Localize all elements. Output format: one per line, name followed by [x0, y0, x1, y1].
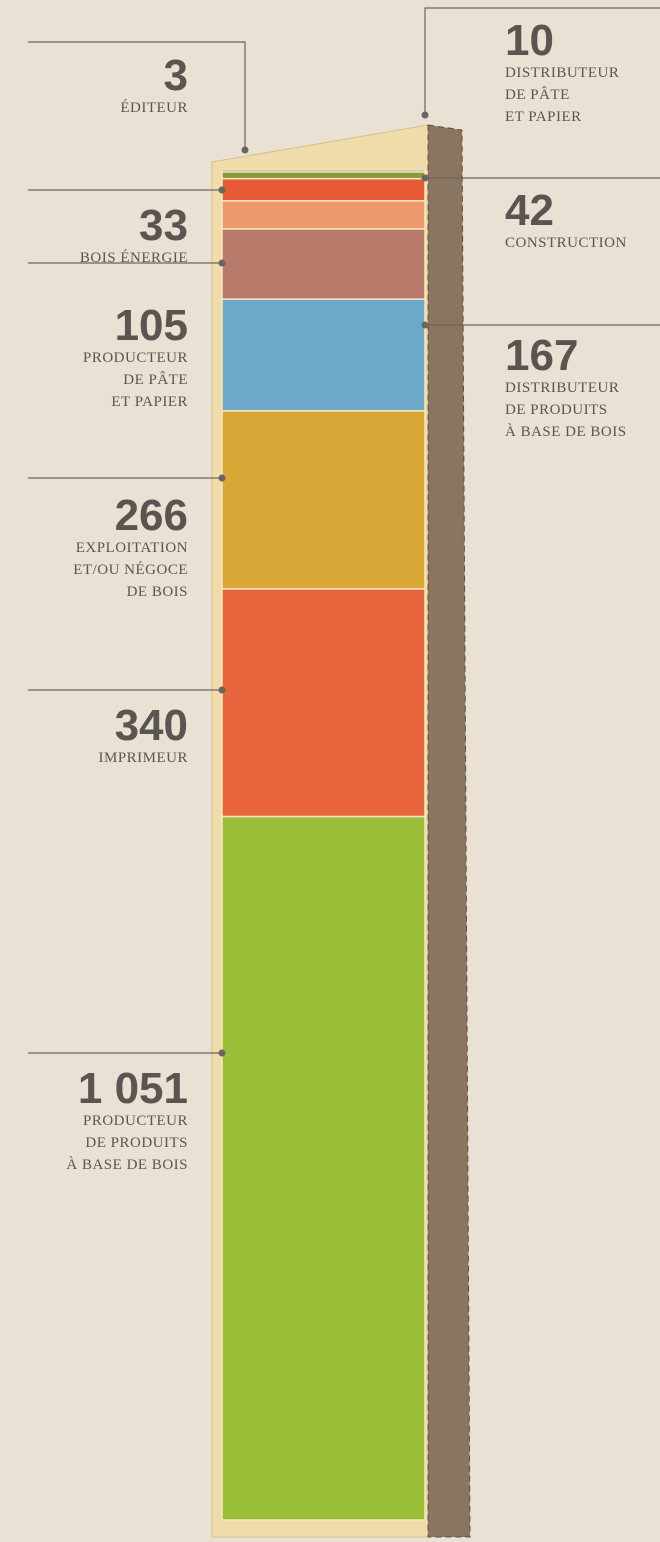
category-label: IMPRIMEUR [98, 750, 188, 766]
leader-line [28, 41, 246, 150]
label: 10 DISTRIBUTEUR DE PÂTE ET PAPIER [505, 16, 620, 128]
segment [221, 298, 426, 412]
category-label: BOIS ÉNERGIE [79, 250, 188, 266]
leader-dot [218, 259, 226, 267]
category-label: PRODUCTEUR DE PRODUITS À BASE DE BOIS [66, 1113, 188, 1173]
category-label: CONSTRUCTION [505, 235, 627, 251]
value-label: 1 051 [77, 1064, 188, 1113]
leader-dot [218, 686, 226, 694]
value-label: 3 [163, 51, 188, 100]
segment [221, 200, 426, 230]
segment [221, 410, 426, 590]
segment [221, 171, 426, 180]
bark [427, 124, 471, 1538]
label: 42 CONSTRUCTION [505, 186, 627, 254]
leader-dot [218, 1049, 226, 1057]
segment [221, 177, 426, 202]
value-label: 42 [505, 186, 554, 235]
value-label: 10 [505, 16, 554, 65]
leader-dot [241, 146, 249, 154]
value-label: 340 [114, 701, 188, 750]
leader-dot [218, 474, 226, 482]
leader-dot [421, 321, 429, 329]
segment [221, 815, 426, 1521]
segment [221, 228, 426, 300]
value-label: 105 [114, 301, 188, 350]
leader-dot [421, 174, 429, 182]
value-label: 167 [505, 331, 579, 380]
label: 266 EXPLOITATION ET/OU NÉGOCE DE BOIS [73, 491, 188, 603]
label: 3 ÉDITEUR [120, 51, 188, 119]
category-label: DISTRIBUTEUR DE PRODUITS À BASE DE BOIS [505, 380, 627, 440]
value-label: 266 [114, 491, 188, 540]
segment [221, 588, 426, 818]
label: 33 BOIS ÉNERGIE [79, 201, 188, 269]
label: 1 051 PRODUCTEUR DE PRODUITS À BASE DE BO… [66, 1064, 188, 1176]
label: 340 IMPRIMEUR [98, 701, 188, 769]
category-label: PRODUCTEUR DE PÂTE ET PAPIER [82, 350, 188, 410]
leader-dot [218, 186, 226, 194]
label: 105 PRODUCTEUR DE PÂTE ET PAPIER [82, 301, 188, 413]
value-label: 33 [139, 201, 188, 250]
category-label: DISTRIBUTEUR DE PÂTE ET PAPIER [505, 65, 620, 125]
label: 167 DISTRIBUTEUR DE PRODUITS À BASE DE BO… [505, 331, 627, 443]
leader-dot [421, 111, 429, 119]
category-label: ÉDITEUR [120, 100, 188, 116]
leader-line [424, 7, 660, 115]
category-label: EXPLOITATION ET/OU NÉGOCE DE BOIS [73, 540, 188, 600]
